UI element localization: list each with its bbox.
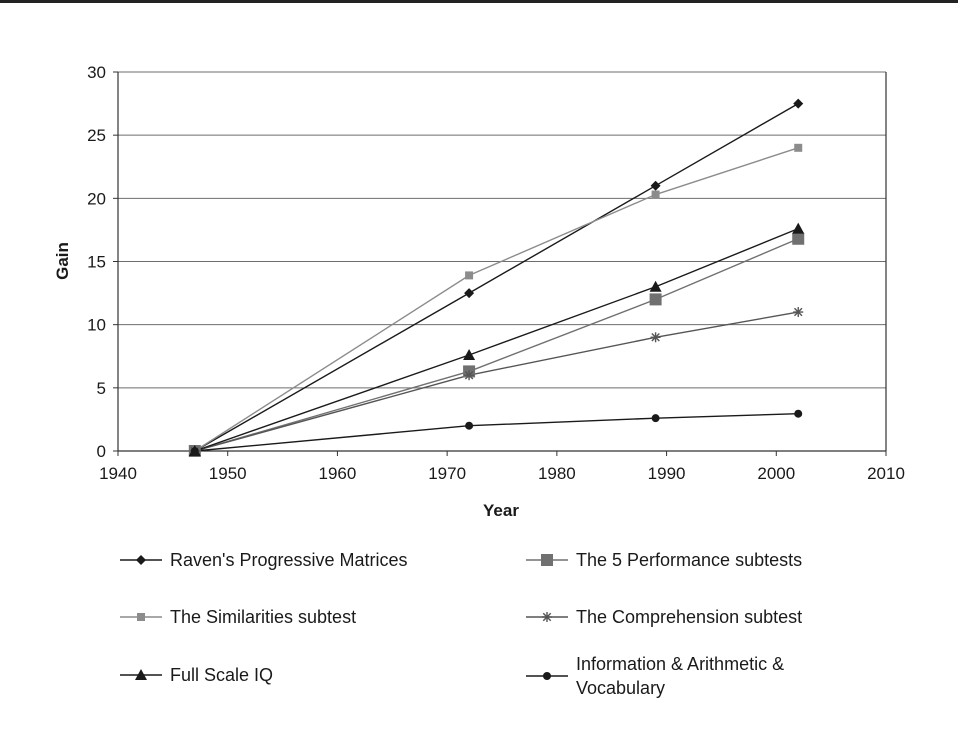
series-line-3 bbox=[194, 311, 799, 452]
series-line-4 bbox=[194, 228, 799, 452]
marker-stroke bbox=[793, 307, 803, 317]
data-point bbox=[792, 222, 805, 234]
data-point bbox=[794, 143, 803, 152]
y-tick-label: 15 bbox=[87, 253, 106, 272]
data-point bbox=[650, 332, 661, 343]
data-point bbox=[794, 409, 803, 418]
data-point bbox=[464, 370, 475, 381]
series-line-1 bbox=[194, 238, 799, 452]
data-point bbox=[464, 288, 475, 299]
data-point bbox=[190, 447, 199, 455]
gridlines bbox=[118, 71, 886, 389]
x-tick-label: 2010 bbox=[867, 464, 905, 483]
y-tick-label: 20 bbox=[87, 189, 106, 208]
x-tick-label: 1990 bbox=[648, 464, 686, 483]
y-tick-label: 0 bbox=[97, 442, 106, 461]
x-tick-label: 1980 bbox=[538, 464, 576, 483]
y-tick-label: 10 bbox=[87, 316, 106, 335]
data-point bbox=[793, 98, 804, 109]
series-line-0 bbox=[194, 102, 799, 452]
marker-stroke bbox=[651, 333, 660, 342]
data-point bbox=[463, 348, 476, 360]
marker-stroke bbox=[464, 370, 474, 380]
x-tick-label: 2000 bbox=[757, 464, 795, 483]
data-point bbox=[793, 307, 804, 318]
tick-labels: 0 5 10 15 20 25 30 1940 1950 1960 1970 1980 1990 2000… bbox=[87, 63, 905, 483]
data-point bbox=[651, 190, 660, 199]
series-line-2 bbox=[194, 147, 799, 452]
data-point bbox=[465, 421, 474, 430]
y-tick-label: 30 bbox=[87, 63, 106, 82]
data-point bbox=[649, 280, 662, 292]
x-tick-label: 1950 bbox=[209, 464, 247, 483]
data-point bbox=[649, 293, 662, 306]
data-point bbox=[650, 180, 661, 191]
series-line-5 bbox=[194, 413, 799, 452]
x-axis-title: Year bbox=[483, 501, 519, 520]
x-tick-label: 1970 bbox=[428, 464, 466, 483]
series-lines bbox=[194, 102, 799, 452]
y-axis-title: Gain bbox=[53, 242, 72, 280]
series-markers bbox=[188, 98, 805, 457]
y-tick-label: 25 bbox=[87, 126, 106, 145]
y-tick-label: 5 bbox=[97, 379, 106, 398]
data-point bbox=[792, 232, 805, 245]
data-point bbox=[465, 271, 474, 280]
top-rule bbox=[0, 0, 958, 3]
data-point bbox=[651, 414, 660, 423]
x-tick-label: 1940 bbox=[99, 464, 137, 483]
x-tick-label: 1960 bbox=[319, 464, 357, 483]
